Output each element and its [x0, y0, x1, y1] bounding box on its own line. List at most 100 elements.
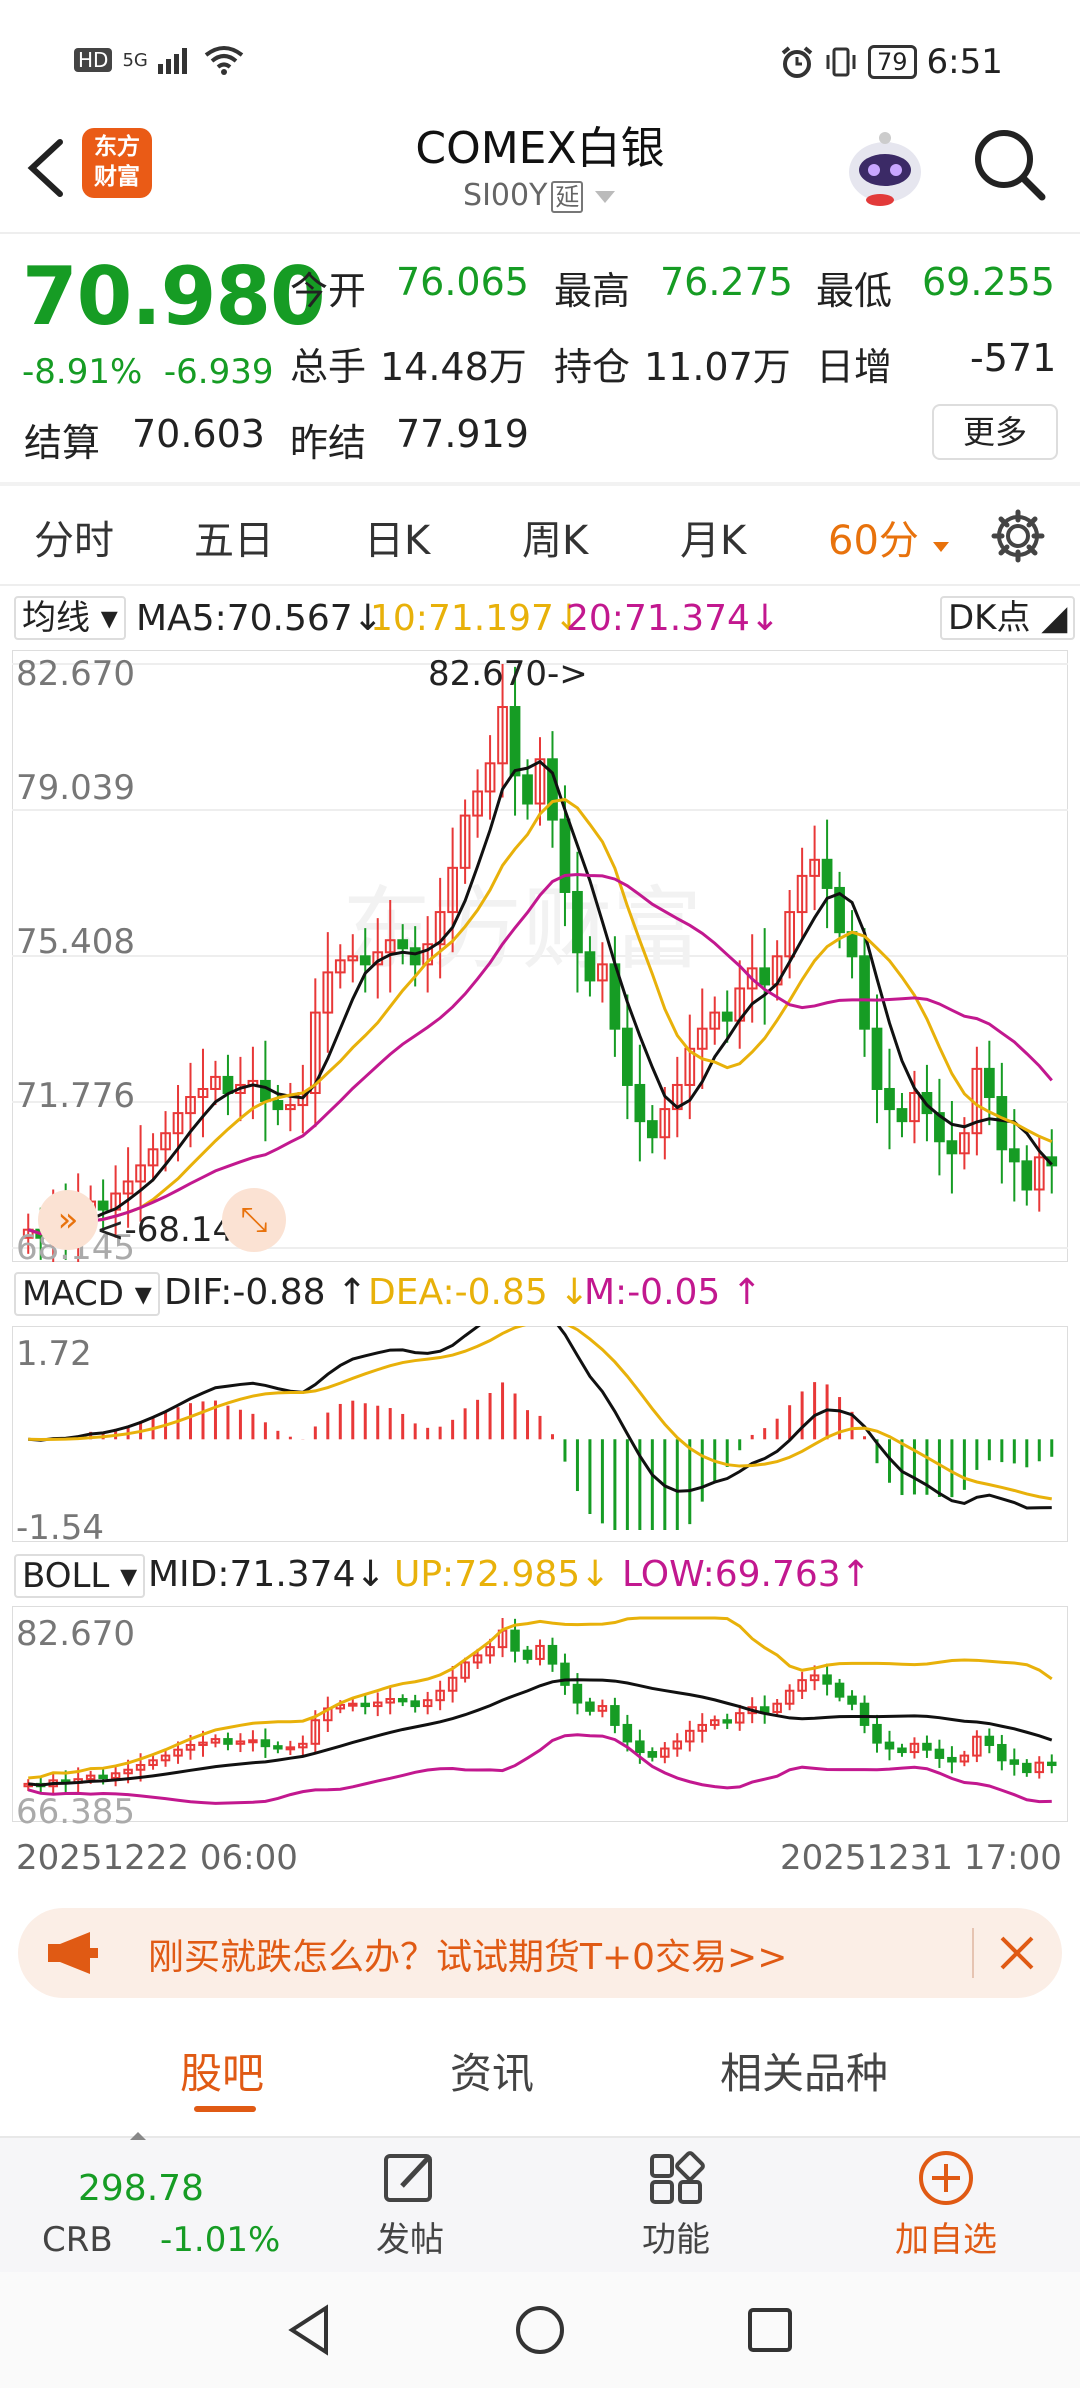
- change-percent: -8.91%: [22, 352, 143, 392]
- dif-line: [28, 1326, 1052, 1510]
- boll-top-tick: 82.670: [16, 1614, 135, 1654]
- last-price: 70.980: [22, 250, 326, 343]
- fullscreen-button[interactable]: ⤡: [222, 1188, 286, 1252]
- boll-candle-body: [160, 1754, 171, 1762]
- post-button[interactable]: 发帖: [370, 2148, 450, 2261]
- expand-icon: ⤡: [240, 1200, 268, 1240]
- signal-5g-label: 5G: [122, 49, 148, 71]
- tab-related[interactable]: 相关品种: [720, 2049, 889, 2098]
- ma-selector[interactable]: 均线 ▾: [14, 596, 126, 640]
- search-button[interactable]: [970, 125, 1050, 205]
- tab-news[interactable]: 资讯: [450, 2049, 535, 2098]
- candle-body: [359, 955, 371, 966]
- code-label: SI00Y: [463, 178, 548, 213]
- post-label: 发帖: [376, 2220, 444, 2260]
- candle-body: [659, 1108, 671, 1139]
- battery-icon: 79: [868, 45, 917, 79]
- candle-body: [509, 706, 521, 777]
- boll-candle-body: [697, 1723, 708, 1732]
- candle-body: [459, 814, 471, 869]
- y-tick-4: 71.776: [16, 1076, 135, 1116]
- time-start: 20251222 06:00: [16, 1838, 298, 1878]
- macd-selector[interactable]: MACD ▾: [14, 1272, 160, 1316]
- ma-lines: [27, 759, 1053, 1236]
- boll-up-line: [28, 1616, 1053, 1780]
- close-icon[interactable]: [996, 1932, 1038, 1974]
- promo-banner[interactable]: 刚买就跌怎么办？试试期货T+0交易>>: [18, 1908, 1062, 1998]
- candle-body: [959, 1132, 970, 1155]
- chart-settings-button[interactable]: [990, 508, 1046, 568]
- macd-bottom-tick: -1.54: [16, 1508, 104, 1548]
- boll-candle-body: [997, 1743, 1007, 1762]
- add-watchlist-button[interactable]: 加自选: [886, 2148, 1006, 2261]
- tab-five-day[interactable]: 五日: [194, 518, 274, 564]
- boll-candle-body: [922, 1742, 932, 1751]
- boll-candle-body: [984, 1735, 995, 1746]
- candle-body: [821, 858, 833, 889]
- boll-candle-body: [635, 1740, 645, 1754]
- ma5-label: MA5:70.567: [136, 598, 353, 639]
- boll-candle-body: [410, 1700, 420, 1708]
- settle-value: 70.603: [132, 412, 265, 456]
- expand-left-button[interactable]: »: [38, 1190, 98, 1250]
- mid-indicator: MID:71.374↓: [148, 1554, 386, 1595]
- macd-chart[interactable]: [12, 1326, 1068, 1542]
- candle-body: [622, 1027, 633, 1086]
- page-title: COMEX白银: [415, 123, 665, 174]
- candle-body: [434, 911, 446, 946]
- tab-60min[interactable]: 60分: [828, 508, 950, 566]
- boll-candle-body: [348, 1702, 358, 1707]
- status-bar: HD 5G 79 6:51: [0, 0, 1080, 120]
- candle-body: [646, 1120, 658, 1139]
- more-button[interactable]: 更多: [932, 404, 1058, 460]
- tab-monthly-k[interactable]: 月K: [680, 518, 747, 564]
- candlestick-chart[interactable]: 东方财富: [12, 650, 1068, 1262]
- function-button[interactable]: 功能: [636, 2148, 716, 2261]
- boll-candle-body: [260, 1739, 271, 1748]
- assistant-robot-button[interactable]: [840, 122, 930, 212]
- back-button[interactable]: [20, 128, 80, 208]
- boll-candle-body: [560, 1662, 570, 1686]
- logo-line1: 东方: [94, 134, 140, 160]
- candle-body: [422, 943, 434, 966]
- boll-candle-body: [447, 1676, 458, 1692]
- tab-forum[interactable]: 股吧: [180, 2049, 265, 2098]
- candle-body: [759, 967, 771, 986]
- candle-body: [147, 1148, 159, 1167]
- tab-weekly-k[interactable]: 周K: [522, 518, 589, 564]
- boll-candle-body: [223, 1738, 233, 1745]
- candle-body: [909, 1092, 920, 1123]
- boll-candle-body: [772, 1702, 782, 1713]
- edit-icon: [384, 2154, 432, 2202]
- candle-body: [122, 1180, 134, 1195]
- boll-candle-body: [110, 1772, 121, 1779]
- crb-value[interactable]: 298.78: [78, 2168, 204, 2209]
- boll-candle-body: [572, 1683, 583, 1704]
- boll-candle-body: [660, 1747, 670, 1758]
- boll-chart[interactable]: [12, 1606, 1068, 1822]
- boll-selector[interactable]: BOLL ▾: [14, 1554, 146, 1598]
- nav-home-icon[interactable]: [510, 2300, 570, 2360]
- candle-body: [784, 911, 796, 958]
- boll-low-line: [27, 1733, 1052, 1805]
- boll-candle-body: [273, 1745, 283, 1750]
- dk-point-button[interactable]: DK点 ◢: [940, 596, 1076, 640]
- boll-candle-body: [847, 1695, 857, 1705]
- prev-settle-value: 77.919: [396, 412, 529, 456]
- nav-back-icon[interactable]: [280, 2300, 340, 2360]
- contract-code[interactable]: SI00Y 延: [0, 178, 1080, 213]
- dea-label: DEA:-0.85: [368, 1272, 548, 1313]
- candle-body: [572, 890, 583, 954]
- tab-intraday[interactable]: 分时: [34, 518, 114, 564]
- boll-candle-body: [435, 1689, 445, 1702]
- nav-recents-icon[interactable]: [740, 2300, 800, 2360]
- candle-body: [447, 866, 458, 914]
- candle-body: [260, 1079, 271, 1103]
- tab-daily-k[interactable]: 日K: [364, 518, 431, 564]
- up-label: UP:72.985: [394, 1554, 581, 1595]
- candle-body: [534, 758, 546, 805]
- macd-lines: [28, 1326, 1053, 1510]
- app-logo[interactable]: 东方 财富: [82, 128, 152, 198]
- change-amount: -6.939: [163, 352, 274, 392]
- boll-candle-body: [884, 1741, 895, 1750]
